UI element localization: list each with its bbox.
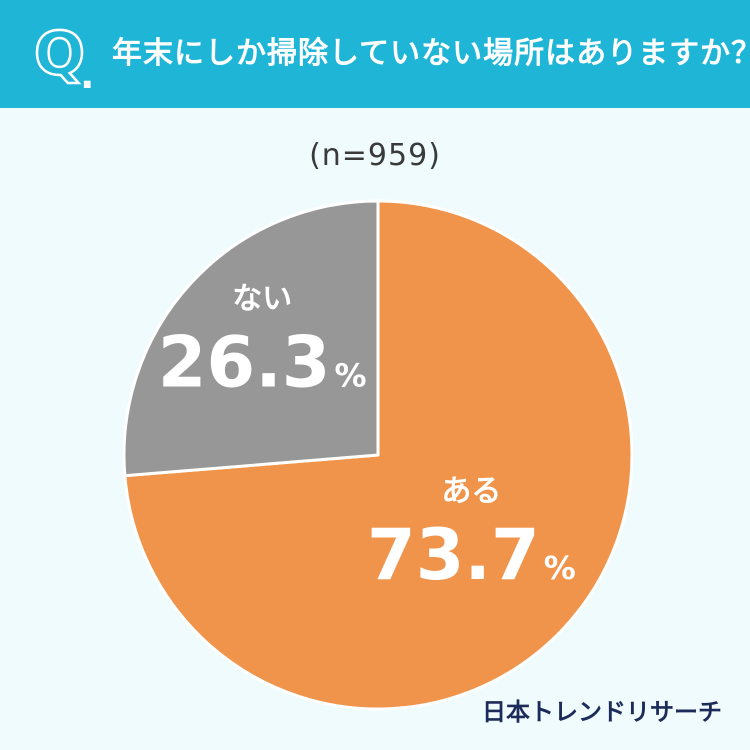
q-mark-icon: Q . — [33, 18, 95, 90]
percent-label-aru: 73.7% — [367, 514, 576, 596]
category-label-nai: ない — [232, 281, 292, 316]
percent-value-nai: 26.3 — [158, 321, 331, 403]
pie-slice-nai — [122, 199, 380, 478]
category-label-aru: ある — [441, 474, 501, 509]
percent-value-aru: 73.7 — [367, 514, 540, 596]
percent-label-nai: 26.3% — [158, 321, 367, 403]
percent-unit-nai: % — [335, 356, 367, 394]
question-text: 年末にしか掃除していない場所はありますか？ — [112, 36, 750, 71]
sample-size: (n=959) — [309, 138, 441, 173]
question-header: Q . 年末にしか掃除していない場所はありますか？ — [0, 0, 750, 108]
percent-unit-aru: % — [544, 549, 576, 587]
brand-logo: 日本トレンドリサーチ — [482, 698, 722, 726]
q-dot: . — [80, 53, 94, 90]
q-letter: Q — [34, 19, 85, 89]
